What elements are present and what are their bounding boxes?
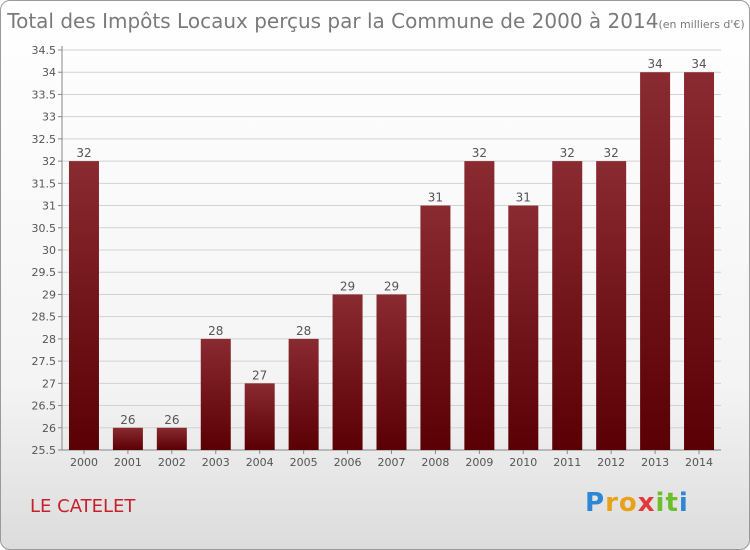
y-tick-label: 26 [42, 422, 56, 435]
bar [332, 294, 363, 450]
y-tick-label: 28.5 [32, 311, 57, 324]
data-label: 31 [428, 191, 443, 205]
commune-name: LE CATELET [30, 496, 136, 517]
data-label: 26 [120, 413, 135, 427]
bar [288, 338, 319, 450]
x-tick-label: 2006 [334, 456, 362, 469]
y-tick-label: 31.5 [32, 177, 57, 190]
y-tick-label: 33.5 [32, 88, 57, 101]
logo-letter: x [637, 488, 656, 518]
y-tick-label: 30.5 [32, 222, 57, 235]
bar [684, 72, 715, 450]
data-label: 32 [472, 146, 487, 160]
data-label: 28 [296, 324, 311, 338]
x-tick-label: 2004 [246, 456, 274, 469]
bar [200, 338, 231, 450]
bar [112, 427, 143, 450]
logo-letter: i [655, 488, 666, 518]
x-tick-label: 2000 [70, 456, 98, 469]
y-tick-label: 34 [42, 66, 56, 79]
y-tick-label: 27.5 [32, 355, 57, 368]
y-tick-label: 32 [42, 155, 56, 168]
x-tick-label: 2013 [641, 456, 669, 469]
x-tick-label: 2010 [509, 456, 537, 469]
data-label: 26 [164, 413, 179, 427]
data-label: 28 [208, 324, 223, 338]
bar [244, 383, 275, 450]
data-label: 29 [340, 279, 355, 293]
chart-unit-note: (en milliers d'€) [658, 18, 745, 31]
bar [552, 161, 583, 450]
x-tick-label: 2008 [421, 456, 449, 469]
bar [420, 205, 451, 450]
data-label: 27 [252, 368, 267, 382]
bar [640, 72, 671, 450]
y-tick-label: 30 [42, 244, 56, 257]
x-tick-label: 2014 [685, 456, 713, 469]
y-tick-label: 29.5 [32, 266, 57, 279]
y-tick-label: 34.5 [32, 44, 57, 57]
logo-letter: r [605, 488, 619, 518]
logo-letter: t [665, 488, 679, 518]
logo-letter: P [585, 488, 606, 518]
data-label: 32 [76, 146, 91, 160]
data-label: 34 [647, 57, 662, 71]
proxiti-logo: Proxiti [585, 488, 689, 518]
bar [508, 205, 539, 450]
y-tick-label: 29 [42, 288, 56, 301]
data-label: 29 [384, 279, 399, 293]
bar [156, 427, 187, 450]
bar [68, 161, 99, 450]
bar [376, 294, 407, 450]
data-label: 34 [691, 57, 706, 71]
x-tick-label: 2009 [465, 456, 493, 469]
x-tick-label: 2007 [378, 456, 406, 469]
bar [464, 161, 495, 450]
x-tick-label: 2002 [158, 456, 186, 469]
data-label: 32 [560, 146, 575, 160]
x-tick-label: 2001 [114, 456, 142, 469]
y-tick-label: 26.5 [32, 400, 57, 413]
data-label: 32 [604, 146, 619, 160]
logo-letter: o [618, 488, 638, 518]
y-tick-label: 31 [42, 200, 56, 213]
x-tick-label: 2005 [290, 456, 318, 469]
chart-title: Total des Impôts Locaux perçus par la Co… [1, 9, 749, 33]
bar [596, 161, 627, 450]
y-tick-label: 25.5 [32, 444, 57, 457]
x-tick-label: 2003 [202, 456, 230, 469]
y-tick-label: 32.5 [32, 133, 57, 146]
x-tick-label: 2011 [553, 456, 581, 469]
x-tick-label: 2012 [597, 456, 625, 469]
logo-letter: i [678, 488, 689, 518]
y-tick-label: 27 [42, 377, 56, 390]
chart-title-text: Total des Impôts Locaux perçus par la Co… [7, 9, 659, 33]
y-tick-label: 28 [42, 333, 56, 346]
y-tick-label: 33 [42, 111, 56, 124]
data-label: 31 [516, 191, 531, 205]
